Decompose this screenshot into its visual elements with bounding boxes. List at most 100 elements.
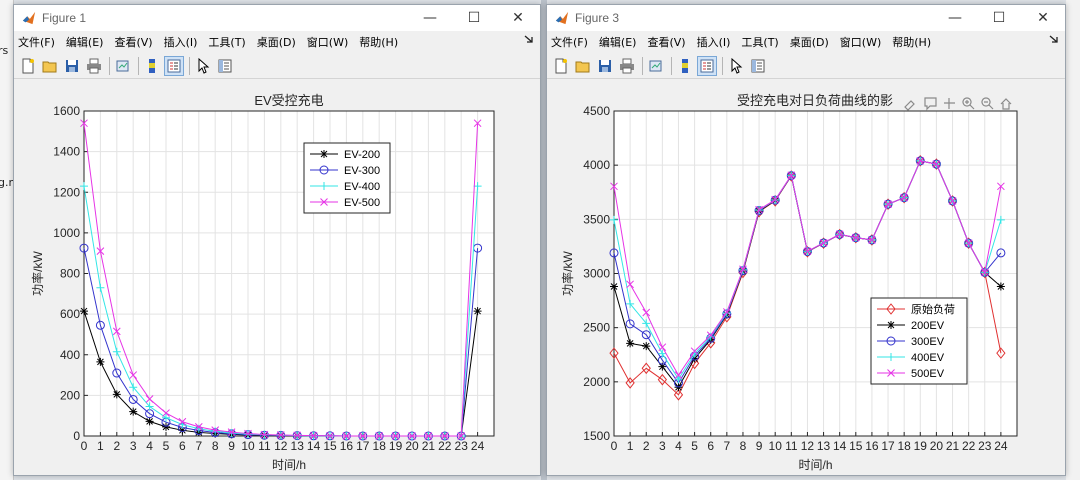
figure-window-1[interactable]: Figure 1 — ☐ ✕ 文件(F) 编辑(E) 查看(V) 插入(I) 工… bbox=[13, 4, 541, 476]
home-icon[interactable] bbox=[1000, 98, 1012, 110]
plot-area[interactable]: 0 1 2 3 4 5 6 7 8 9 10 11 12 13 14 15 16 17 18 19 20 21 22 23 24… bbox=[14, 79, 540, 475]
data-point bbox=[473, 307, 482, 316]
pointer-icon[interactable] bbox=[726, 56, 746, 76]
data-point bbox=[755, 205, 763, 214]
menu-view[interactable]: 查看(V) bbox=[114, 36, 153, 49]
data-point bbox=[424, 432, 433, 440]
legend[interactable]: EV-200 EV-300 EV-400 EV-500 bbox=[303, 142, 391, 214]
colorbar-icon[interactable] bbox=[142, 56, 162, 76]
matlab-logo-icon bbox=[22, 11, 36, 25]
print-icon[interactable] bbox=[84, 56, 104, 76]
menu-help[interactable]: 帮助(H) bbox=[892, 36, 932, 49]
data-point bbox=[996, 282, 1005, 291]
menu-desktop[interactable]: 桌面(D) bbox=[789, 36, 829, 49]
data-point bbox=[194, 424, 203, 433]
data-point bbox=[996, 248, 1006, 258]
data-point bbox=[641, 330, 651, 340]
menu-desktop[interactable]: 桌面(D) bbox=[256, 36, 296, 49]
close-button[interactable]: ✕ bbox=[1037, 10, 1049, 26]
menu-edit[interactable]: 编辑(E) bbox=[598, 36, 637, 49]
legend-icon[interactable] bbox=[164, 55, 184, 76]
print-icon[interactable] bbox=[617, 56, 637, 76]
toolbar-separator bbox=[671, 56, 672, 75]
axes-toolbar bbox=[904, 97, 1012, 111]
dock-arrow-icon[interactable] bbox=[1049, 34, 1059, 44]
legend[interactable]: 原始负荷 200EV 300EV 400EV 500EV bbox=[870, 297, 968, 385]
x-tick-label: 10 bbox=[769, 439, 783, 453]
title-bar[interactable]: Figure 3 — ☐ ✕ bbox=[547, 5, 1065, 31]
y-tick-label: 1600 bbox=[53, 104, 80, 118]
maximize-button[interactable]: ☐ bbox=[992, 10, 1006, 26]
property-editor-icon[interactable] bbox=[748, 56, 768, 76]
data-tips-icon[interactable] bbox=[924, 97, 937, 111]
figure-window-3[interactable]: Figure 3 — ☐ ✕ 文件(F) 编辑(E) 查看(V) 插入(I) 工… bbox=[546, 4, 1066, 476]
x-tick-label: 18 bbox=[373, 439, 387, 453]
data-point bbox=[227, 428, 236, 437]
menu-view[interactable]: 查看(V) bbox=[647, 36, 686, 49]
new-figure-icon[interactable] bbox=[551, 56, 571, 76]
data-point bbox=[980, 266, 990, 279]
chart-title: 受控充电对日负荷曲线的影 bbox=[737, 93, 893, 108]
zoom-in-icon[interactable] bbox=[962, 97, 975, 110]
open-file-icon[interactable] bbox=[573, 56, 593, 76]
dock-arrow-icon[interactable] bbox=[524, 34, 534, 44]
plot-area[interactable]: 0 1 2 3 4 5 6 7 8 9 10 11 12 13 14 15 16 17 18 19 20 21 22 23 24… bbox=[547, 79, 1065, 475]
brush-icon[interactable] bbox=[904, 100, 915, 111]
x-tick-label: 9 bbox=[228, 439, 235, 453]
data-point bbox=[625, 319, 635, 329]
legend-marker bbox=[320, 182, 328, 190]
menu-window[interactable]: 窗口(W) bbox=[306, 36, 349, 49]
data-point bbox=[145, 395, 154, 403]
menu-help[interactable]: 帮助(H) bbox=[359, 36, 399, 49]
menu-file[interactable]: 文件(F) bbox=[18, 36, 55, 49]
data-point bbox=[770, 195, 780, 207]
colorbar-icon[interactable] bbox=[675, 56, 695, 76]
x-tick-label: 24 bbox=[994, 439, 1008, 453]
y-tick-label: 800 bbox=[60, 267, 80, 281]
pointer-icon[interactable] bbox=[193, 56, 213, 76]
menu-insert[interactable]: 插入(I) bbox=[163, 36, 198, 49]
chart-ev-charging[interactable]: 0 1 2 3 4 5 6 7 8 9 10 11 12 13 14 15 16 17 18 19 20 21 22 23 24… bbox=[14, 79, 541, 476]
menu-window[interactable]: 窗口(W) bbox=[839, 36, 882, 49]
y-tick-label: 3000 bbox=[583, 267, 610, 281]
x-tick-label: 22 bbox=[962, 439, 976, 453]
save-icon[interactable] bbox=[595, 56, 615, 76]
x-tick-label: 9 bbox=[756, 439, 763, 453]
open-file-icon[interactable] bbox=[40, 56, 60, 76]
title-bar[interactable]: Figure 1 — ☐ ✕ bbox=[14, 5, 540, 31]
minimize-button[interactable]: — bbox=[948, 10, 962, 26]
x-tick-label: 3 bbox=[659, 439, 666, 453]
chart-load-curve[interactable]: 0 1 2 3 4 5 6 7 8 9 10 11 12 13 14 15 16 17 18 19 20 21 22 23 24… bbox=[547, 79, 1066, 476]
data-point bbox=[916, 156, 925, 165]
menu-tools[interactable]: 工具(T) bbox=[208, 36, 246, 49]
data-point bbox=[626, 339, 635, 348]
new-figure-icon[interactable] bbox=[18, 56, 38, 76]
y-tick-label: 400 bbox=[60, 348, 80, 362]
data-point bbox=[211, 426, 220, 434]
save-icon[interactable] bbox=[62, 56, 82, 76]
data-point bbox=[931, 158, 942, 170]
x-tick-label: 5 bbox=[691, 439, 698, 453]
close-button[interactable]: ✕ bbox=[512, 10, 524, 26]
legend-icon[interactable] bbox=[697, 55, 717, 76]
pan-icon[interactable] bbox=[944, 98, 955, 109]
legend-marker bbox=[320, 150, 328, 158]
data-point bbox=[658, 362, 667, 371]
series-EV-500[interactable] bbox=[80, 119, 482, 440]
link-plot-icon[interactable] bbox=[646, 56, 666, 76]
link-plot-icon[interactable] bbox=[113, 56, 133, 76]
menu-tools[interactable]: 工具(T) bbox=[741, 36, 779, 49]
series-500EV[interactable] bbox=[610, 156, 1005, 379]
x-tick-label: 18 bbox=[897, 439, 911, 453]
y-tick-label: 3500 bbox=[583, 212, 610, 226]
minimize-button[interactable]: — bbox=[423, 10, 437, 26]
menu-insert[interactable]: 插入(I) bbox=[696, 36, 731, 49]
data-point bbox=[609, 347, 619, 359]
zoom-out-icon[interactable] bbox=[981, 97, 994, 110]
toolbar-separator bbox=[109, 56, 110, 75]
maximize-button[interactable]: ☐ bbox=[467, 10, 481, 26]
window-title: Figure 3 bbox=[575, 11, 620, 25]
menu-file[interactable]: 文件(F) bbox=[551, 36, 588, 49]
property-editor-icon[interactable] bbox=[215, 56, 235, 76]
menu-edit[interactable]: 编辑(E) bbox=[65, 36, 104, 49]
